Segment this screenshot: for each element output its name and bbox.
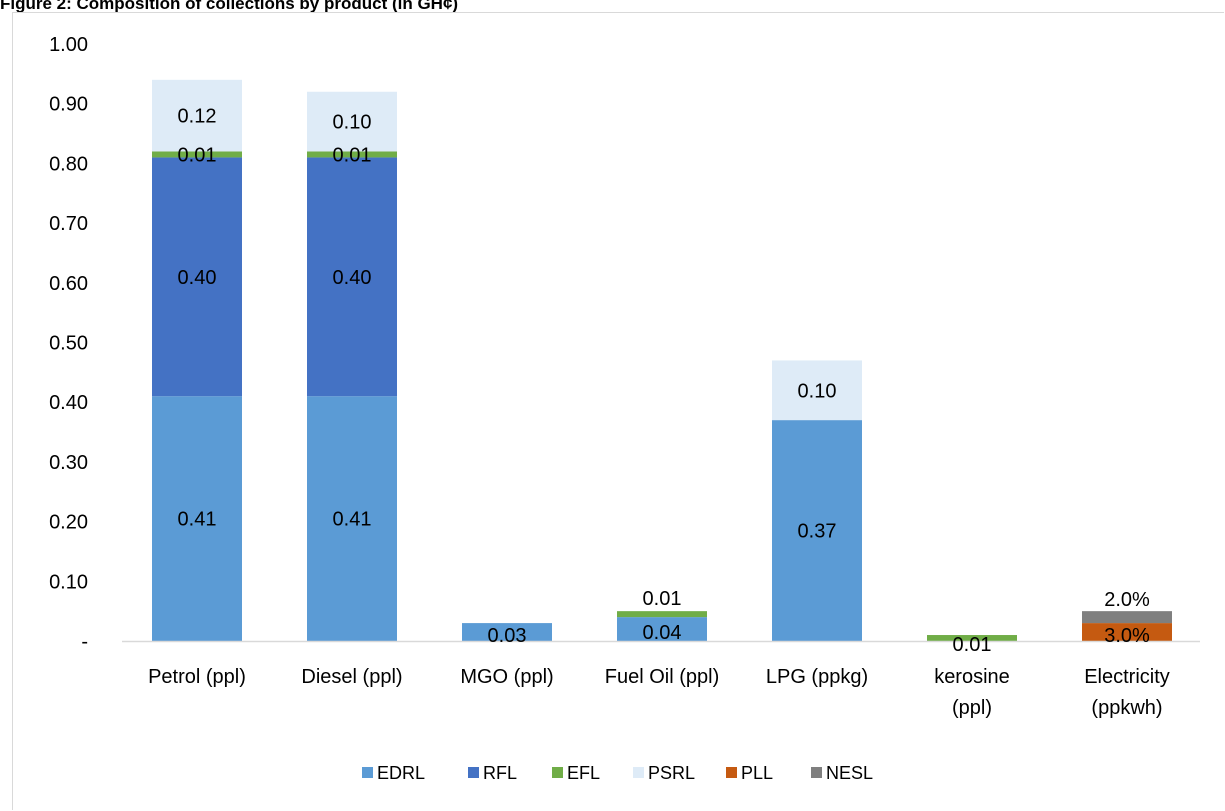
legend-label: EDRL [377,763,425,783]
bar-segment-nesl [1082,611,1172,624]
y-tick-label: 0.90 [49,94,88,116]
x-tick-label: MGO (ppl) [460,666,553,688]
x-axis-labels: Petrol (ppl) Diesel (ppl) MGO (ppl) Fuel Oi… [148,666,1170,719]
figure-title: Figure 2: Composition of collections by … [0,0,1225,14]
legend-label: EFL [567,763,600,783]
x-tick-label: Fuel Oil (ppl) [605,666,719,688]
data-label: 0.40 [333,267,372,289]
data-label: 0.01 [953,634,992,656]
data-label: 0.01 [333,144,372,166]
legend-label: RFL [483,763,517,783]
figure-title-text: Figure 2: Composition of collections by … [0,0,459,13]
bar-segment-efl [152,151,242,158]
data-label: 0.10 [333,112,372,134]
legend-swatch-efl [552,767,563,778]
bar-segment-rfl [307,157,397,397]
data-label: 0.12 [178,106,217,128]
bar-segment-rfl [152,157,242,397]
legend-swatch-rfl [468,767,479,778]
y-tick-label: 0.70 [49,213,88,235]
x-tick-label: Petrol (ppl) [148,666,246,688]
data-label: 3.0% [1104,625,1150,647]
legend-swatch-edrl [362,767,373,778]
legend-label: PSRL [648,763,695,783]
x-tick-label: (ppkwh) [1091,697,1162,719]
data-label: 0.41 [178,509,217,531]
y-tick-label: 0.50 [49,333,88,355]
data-label: 0.41 [333,509,372,531]
legend: EDRL RFL EFL PSRL PLL NESL [362,763,873,783]
bar-segment-pll [1082,623,1172,641]
data-label: 2.0% [1104,589,1150,611]
legend-swatch-nesl [811,767,822,778]
x-tick-label: (ppl) [952,697,992,719]
bar-segment-edrl [617,617,707,641]
y-tick-label: 0.10 [49,571,88,593]
data-label: 0.04 [643,622,682,644]
data-label: 0.01 [178,144,217,166]
chart-frame [12,12,1224,810]
bar-segment-psrl [152,79,242,152]
x-tick-label: Electricity [1084,666,1170,688]
bar-segment-edrl [307,396,397,641]
bar-segment-edrl [152,396,242,641]
bar-segment-edrl [772,420,862,641]
y-tick-label: 0.40 [49,392,88,414]
y-tick-label: 0.60 [49,273,88,295]
legend-label: NESL [826,763,873,783]
data-label: 0.01 [643,588,682,610]
bar-segment-psrl [307,91,397,152]
bar-segment-edrl [462,623,552,641]
y-tick-label: 1.00 [49,34,88,56]
y-tick-label: - [81,631,88,653]
data-labels: 0.41 0.41 0.03 0.04 0.37 0.40 0.40 0.01 0.01 0.01… [178,106,1150,656]
bars [152,79,1172,641]
legend-swatch-psrl [633,767,644,778]
data-label: 0.03 [488,625,527,647]
bar-segment-psrl [772,360,862,421]
x-tick-label: kerosine [934,666,1010,688]
data-label: 0.40 [178,267,217,289]
legend-label: PLL [741,763,773,783]
legend-swatch-pll [726,767,737,778]
y-tick-label: 0.80 [49,153,88,175]
bar-segment-efl [617,611,707,618]
x-tick-label: Diesel (ppl) [301,666,402,688]
bar-segment-efl [307,151,397,158]
bar-segment-efl [927,635,1017,641]
data-label: 0.10 [798,380,837,402]
y-tick-label: 0.30 [49,452,88,474]
y-axis-labels: - 0.10 0.20 0.30 0.40 0.50 0.60 0.70 0.80 0.90 1.0… [49,34,88,653]
x-tick-label: LPG (ppkg) [766,666,868,688]
y-tick-label: 0.20 [49,512,88,534]
data-label: 0.37 [798,521,837,543]
